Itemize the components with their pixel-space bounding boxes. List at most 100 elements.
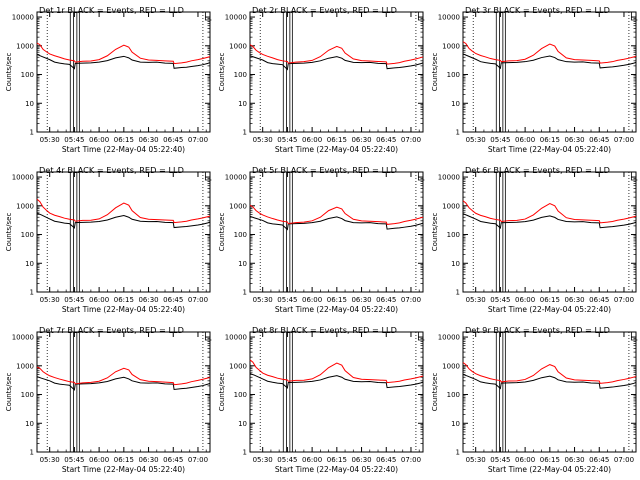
x-axis-label: Start Time (22-May-04 05:22:40) (275, 145, 398, 154)
x-axis-label: Start Time (22-May-04 05:22:40) (488, 145, 611, 154)
y-tick-label: 100 (21, 71, 34, 79)
x-tick-label: 06:15 (540, 296, 560, 304)
lld-series-line (36, 366, 211, 386)
events-series-line (462, 53, 637, 70)
plot-frame (462, 171, 637, 293)
x-tick-label: 05:30 (253, 296, 273, 304)
lld-series-line (249, 359, 424, 384)
corner-marker (417, 172, 425, 181)
y-tick-label: 100 (234, 231, 247, 239)
y-tick-label: 1 (30, 449, 34, 457)
panel-7: Det 7r BLACK = Events, RED = LLD 1 10 100 10… (5, 325, 212, 474)
y-tick-label: 10 (25, 100, 34, 108)
x-tick-label: 05:45 (277, 296, 297, 304)
x-tick-label: 06:00 (515, 296, 535, 304)
panel-title: Det 9r BLACK = Events, RED = LLD (465, 325, 610, 335)
x-tick-label: 06:30 (564, 456, 584, 464)
events-series-line (249, 55, 424, 71)
x-tick-label: 06:30 (351, 136, 371, 144)
x-tick-label: 06:45 (589, 296, 609, 304)
x-tick-label: 06:30 (138, 136, 158, 144)
x-axis-label: Start Time (22-May-04 05:22:40) (488, 305, 611, 314)
y-tick-label: 1 (456, 449, 460, 457)
x-tick-label: 06:00 (89, 136, 109, 144)
y-axis-label: Counts/sec (5, 213, 13, 252)
y-tick-label: 10 (451, 420, 460, 428)
x-tick-label: 06:30 (564, 136, 584, 144)
y-tick-label: 1 (30, 289, 34, 297)
y-tick-label: 100 (234, 71, 247, 79)
x-tick-label: 06:00 (515, 136, 535, 144)
events-series-line (36, 53, 211, 70)
lld-series-line (462, 200, 637, 224)
y-tick-label: 1000 (442, 362, 460, 370)
plot-frame (249, 11, 424, 133)
x-tick-label: 05:30 (40, 136, 60, 144)
corner-marker (204, 12, 212, 21)
lld-series-line (36, 198, 211, 224)
panel-title: Det 4r BLACK = Events, RED = LLD (39, 165, 184, 175)
x-tick-label: 05:30 (40, 456, 60, 464)
panel-4: Det 4r BLACK = Events, RED = LLD 1 10 100 10… (5, 165, 212, 314)
x-axis-label: Start Time (22-May-04 05:22:40) (275, 305, 398, 314)
x-tick-label: 05:30 (466, 136, 486, 144)
x-tick-label: 06:00 (89, 296, 109, 304)
lld-series-line (249, 204, 424, 225)
y-tick-label: 1 (456, 289, 460, 297)
corner-marker (204, 172, 212, 181)
panel-3: Det 3r BLACK = Events, RED = LLD 1 10 100 10… (431, 5, 638, 154)
x-tick-label: 06:45 (376, 296, 396, 304)
y-tick-label: 1 (30, 129, 34, 137)
x-tick-label: 06:30 (138, 456, 158, 464)
x-tick-label: 06:45 (589, 456, 609, 464)
y-tick-label: 1 (243, 129, 247, 137)
x-axis-label: Start Time (22-May-04 05:22:40) (62, 465, 185, 474)
x-axis-label: Start Time (22-May-04 05:22:40) (488, 465, 611, 474)
y-tick-label: 10000 (438, 334, 460, 342)
plot-frame (462, 331, 637, 453)
x-tick-label: 06:00 (302, 136, 322, 144)
x-tick-label: 05:45 (490, 296, 510, 304)
y-axis-label: Counts/sec (431, 373, 439, 412)
events-series-line (36, 212, 211, 229)
x-tick-label: 07:00 (614, 296, 634, 304)
x-tick-label: 06:30 (351, 456, 371, 464)
panel-title: Det 1r BLACK = Events, RED = LLD (39, 5, 184, 15)
y-axis-label: Counts/sec (431, 53, 439, 92)
x-tick-label: 06:30 (564, 296, 584, 304)
panel-2: Det 2r BLACK = Events, RED = LLD 1 10 100 10… (218, 5, 425, 154)
events-series-line (462, 373, 637, 390)
y-tick-label: 10000 (12, 174, 34, 182)
x-tick-label: 06:30 (351, 296, 371, 304)
x-tick-label: 06:00 (89, 456, 109, 464)
y-tick-label: 1000 (229, 42, 247, 50)
x-axis-label: Start Time (22-May-04 05:22:40) (62, 305, 185, 314)
x-tick-label: 05:45 (277, 136, 297, 144)
x-tick-label: 06:15 (114, 136, 134, 144)
panel-title: Det 3r BLACK = Events, RED = LLD (465, 5, 610, 15)
y-tick-label: 10 (25, 420, 34, 428)
y-tick-label: 100 (447, 231, 460, 239)
y-tick-label: 1000 (442, 202, 460, 210)
x-tick-label: 06:45 (589, 136, 609, 144)
x-tick-label: 05:45 (490, 136, 510, 144)
y-axis-label: Counts/sec (218, 53, 226, 92)
panel-title: Det 7r BLACK = Events, RED = LLD (39, 325, 184, 335)
y-tick-label: 10 (25, 260, 34, 268)
panel-8: Det 8r BLACK = Events, RED = LLD 1 10 100 10… (218, 325, 425, 474)
y-tick-label: 10000 (12, 334, 34, 342)
x-axis-label: Start Time (22-May-04 05:22:40) (62, 145, 185, 154)
x-tick-label: 05:30 (40, 296, 60, 304)
panel-9: Det 9r BLACK = Events, RED = LLD 1 10 100 10… (431, 325, 638, 474)
lld-series-line (462, 41, 637, 64)
y-tick-label: 1000 (16, 42, 34, 50)
x-tick-label: 06:15 (540, 456, 560, 464)
y-tick-label: 100 (21, 231, 34, 239)
events-series-line (249, 373, 424, 389)
y-tick-label: 100 (447, 71, 460, 79)
x-tick-label: 07:00 (401, 296, 421, 304)
plot-frame (36, 331, 211, 453)
x-tick-label: 05:30 (466, 296, 486, 304)
x-tick-label: 06:15 (327, 296, 347, 304)
